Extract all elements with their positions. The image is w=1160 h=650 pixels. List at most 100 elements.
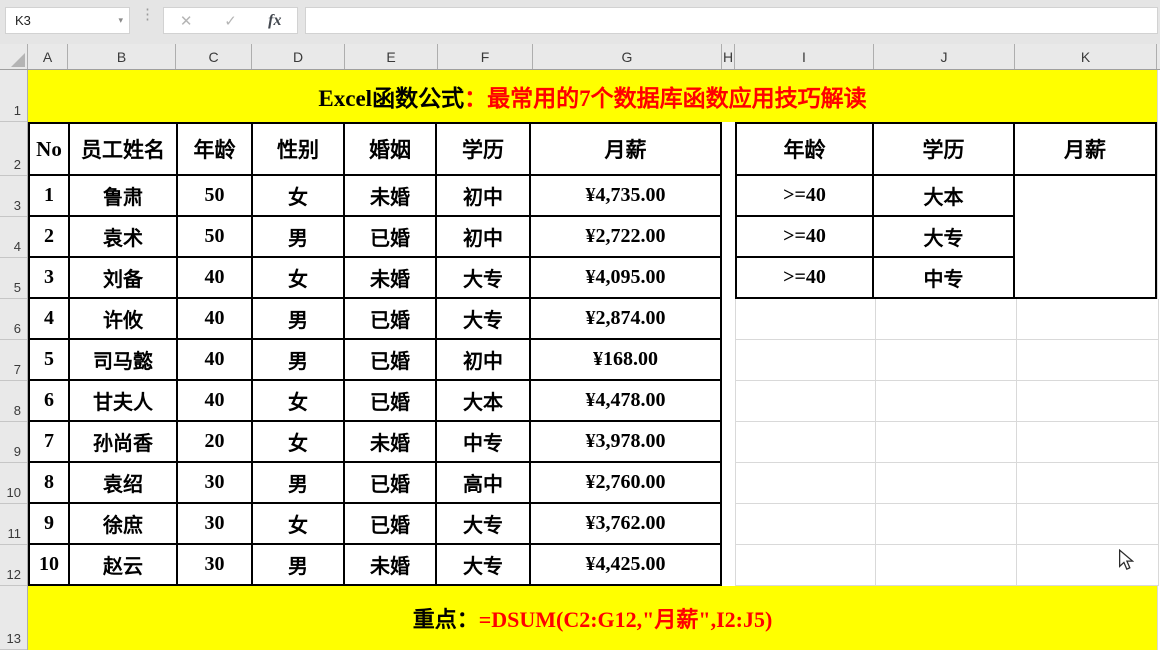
empty-cell[interactable] bbox=[1017, 299, 1159, 340]
gender-cell[interactable]: 女 bbox=[253, 381, 343, 420]
insert-function-icon[interactable]: fx bbox=[268, 11, 282, 29]
marriage-cell[interactable]: 已婚 bbox=[345, 340, 435, 379]
criteria-education-cell[interactable]: 大专 bbox=[874, 217, 1013, 256]
age-cell[interactable]: 50 bbox=[178, 176, 251, 215]
header-salary-cell[interactable]: 月薪 bbox=[531, 124, 720, 174]
title-banner-cell[interactable]: Excel函数公式 ：最常用的7个数据库函数应用技巧解读 bbox=[28, 70, 1157, 122]
marriage-cell[interactable]: 未婚 bbox=[345, 258, 435, 297]
gender-cell[interactable]: 男 bbox=[253, 299, 343, 338]
criteria-header-age-cell[interactable]: 年龄 bbox=[737, 124, 872, 174]
column-header-f[interactable]: F bbox=[438, 44, 533, 69]
name-cell[interactable]: 孙尚香 bbox=[70, 422, 176, 461]
row-header-11[interactable]: 11 bbox=[0, 504, 27, 545]
education-cell[interactable]: 中专 bbox=[437, 422, 529, 461]
age-cell[interactable]: 40 bbox=[178, 258, 251, 297]
empty-cell[interactable] bbox=[876, 545, 1017, 586]
criteria-education-cell[interactable]: 中专 bbox=[874, 258, 1013, 297]
row-header-2[interactable]: 2 bbox=[0, 122, 27, 176]
column-header-e[interactable]: E bbox=[345, 44, 438, 69]
no-cell[interactable]: 5 bbox=[30, 340, 68, 379]
no-cell[interactable]: 3 bbox=[30, 258, 68, 297]
gender-cell[interactable]: 男 bbox=[253, 217, 343, 256]
cancel-icon[interactable]: ✕ bbox=[179, 12, 193, 30]
education-cell[interactable]: 初中 bbox=[437, 176, 529, 215]
age-cell[interactable]: 30 bbox=[178, 504, 251, 543]
name-cell[interactable]: 刘备 bbox=[70, 258, 176, 297]
empty-cell[interactable] bbox=[736, 299, 876, 340]
empty-cell[interactable] bbox=[736, 422, 876, 463]
empty-cell[interactable] bbox=[1017, 504, 1159, 545]
education-cell[interactable]: 初中 bbox=[437, 217, 529, 256]
row-header-10[interactable]: 10 bbox=[0, 463, 27, 504]
education-cell[interactable]: 初中 bbox=[437, 340, 529, 379]
empty-cell[interactable] bbox=[736, 545, 876, 586]
empty-cell[interactable] bbox=[876, 504, 1017, 545]
column-header-k[interactable]: K bbox=[1015, 44, 1157, 69]
marriage-cell[interactable]: 未婚 bbox=[345, 176, 435, 215]
column-header-a[interactable]: A bbox=[28, 44, 68, 69]
salary-cell[interactable]: ¥4,735.00 bbox=[531, 176, 720, 215]
name-cell[interactable]: 赵云 bbox=[70, 545, 176, 584]
age-cell[interactable]: 40 bbox=[178, 340, 251, 379]
empty-cell[interactable] bbox=[876, 381, 1017, 422]
name-cell[interactable]: 鲁肃 bbox=[70, 176, 176, 215]
empty-cell[interactable] bbox=[1017, 463, 1159, 504]
row-header-8[interactable]: 8 bbox=[0, 381, 27, 422]
age-cell[interactable]: 20 bbox=[178, 422, 251, 461]
no-cell[interactable]: 2 bbox=[30, 217, 68, 256]
no-cell[interactable]: 8 bbox=[30, 463, 68, 502]
select-all-corner[interactable] bbox=[0, 44, 28, 69]
gender-cell[interactable]: 男 bbox=[253, 340, 343, 379]
marriage-cell[interactable]: 已婚 bbox=[345, 463, 435, 502]
header-name-cell[interactable]: 员工姓名 bbox=[70, 124, 176, 174]
age-cell[interactable]: 50 bbox=[178, 217, 251, 256]
marriage-cell[interactable]: 已婚 bbox=[345, 504, 435, 543]
no-cell[interactable]: 10 bbox=[30, 545, 68, 584]
chevron-down-icon[interactable]: ▾ bbox=[118, 15, 123, 25]
empty-cell[interactable] bbox=[876, 463, 1017, 504]
more-options-icon[interactable]: ⋮ bbox=[140, 6, 155, 23]
header-gender-cell[interactable]: 性别 bbox=[253, 124, 343, 174]
salary-cell[interactable]: ¥4,478.00 bbox=[531, 381, 720, 420]
salary-cell[interactable]: ¥4,425.00 bbox=[531, 545, 720, 584]
marriage-cell[interactable]: 未婚 bbox=[345, 422, 435, 461]
empty-cell[interactable] bbox=[1017, 545, 1159, 586]
header-no-cell[interactable]: No bbox=[30, 124, 68, 174]
gender-cell[interactable]: 男 bbox=[253, 463, 343, 502]
row-header-6[interactable]: 6 bbox=[0, 299, 27, 340]
criteria-age-cell[interactable]: >=40 bbox=[737, 176, 872, 215]
salary-cell[interactable]: ¥2,760.00 bbox=[531, 463, 720, 502]
column-header-b[interactable]: B bbox=[68, 44, 176, 69]
column-header-j[interactable]: J bbox=[874, 44, 1015, 69]
empty-cell[interactable] bbox=[736, 463, 876, 504]
row-header-12[interactable]: 12 bbox=[0, 545, 27, 586]
row-header-4[interactable]: 4 bbox=[0, 217, 27, 258]
no-cell[interactable]: 6 bbox=[30, 381, 68, 420]
column-header-g[interactable]: G bbox=[533, 44, 722, 69]
formula-bar-input[interactable] bbox=[305, 7, 1158, 34]
no-cell[interactable]: 4 bbox=[30, 299, 68, 338]
name-cell[interactable]: 甘夫人 bbox=[70, 381, 176, 420]
criteria-header-education-cell[interactable]: 学历 bbox=[874, 124, 1013, 174]
empty-cell[interactable] bbox=[876, 422, 1017, 463]
salary-cell[interactable]: ¥168.00 bbox=[531, 340, 720, 379]
row-header-13[interactable]: 13 bbox=[0, 586, 27, 650]
column-header-c[interactable]: C bbox=[176, 44, 252, 69]
salary-cell[interactable]: ¥4,095.00 bbox=[531, 258, 720, 297]
criteria-education-cell[interactable]: 大本 bbox=[874, 176, 1013, 215]
age-cell[interactable]: 30 bbox=[178, 545, 251, 584]
header-age-cell[interactable]: 年龄 bbox=[178, 124, 251, 174]
salary-cell[interactable]: ¥2,874.00 bbox=[531, 299, 720, 338]
name-cell[interactable]: 许攸 bbox=[70, 299, 176, 338]
marriage-cell[interactable]: 已婚 bbox=[345, 217, 435, 256]
criteria-header-salary-cell[interactable]: 月薪 bbox=[1015, 124, 1155, 174]
empty-cell[interactable] bbox=[736, 340, 876, 381]
criteria-salary-result-cell[interactable] bbox=[1015, 176, 1155, 297]
gender-cell[interactable]: 女 bbox=[253, 258, 343, 297]
row-header-1[interactable]: 1 bbox=[0, 70, 27, 122]
education-cell[interactable]: 高中 bbox=[437, 463, 529, 502]
education-cell[interactable]: 大专 bbox=[437, 545, 529, 584]
marriage-cell[interactable]: 已婚 bbox=[345, 381, 435, 420]
name-cell[interactable]: 袁绍 bbox=[70, 463, 176, 502]
row-header-7[interactable]: 7 bbox=[0, 340, 27, 381]
